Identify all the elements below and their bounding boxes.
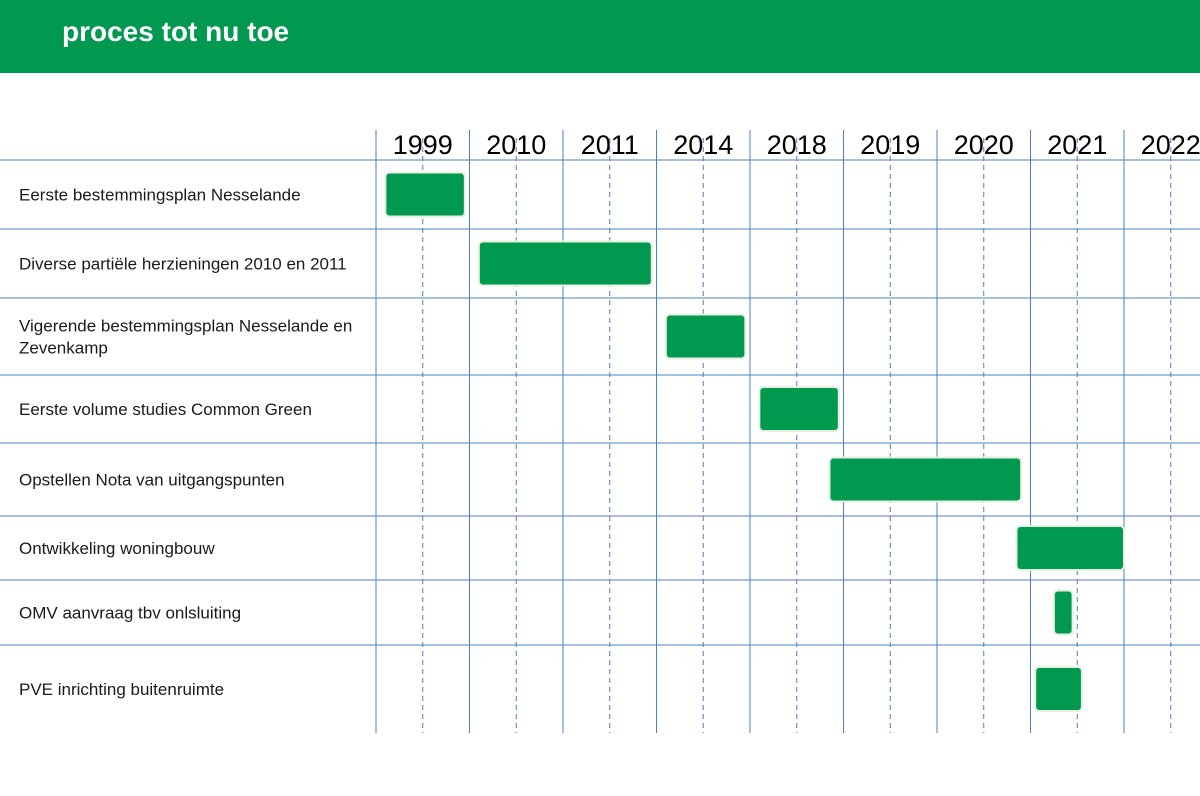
task-bar: [828, 456, 1023, 503]
task-label: Eerste bestemmingsplan Nesselande: [19, 186, 301, 205]
task-bar: [664, 313, 747, 360]
task-label: Diverse partiële herzieningen 2010 en 20…: [19, 255, 347, 274]
year-label: 2020: [954, 130, 1014, 160]
year-label: 1999: [393, 130, 453, 160]
year-label: 2010: [486, 130, 546, 160]
task-bar: [477, 240, 653, 287]
bar-layer: [384, 171, 1125, 712]
task-bar: [384, 171, 466, 218]
task-bar: [758, 386, 840, 432]
year-label: 2019: [860, 130, 920, 160]
year-label: 2018: [767, 130, 827, 160]
task-label: OMV aanvraag tbv onlsluiting: [19, 604, 241, 623]
task-label: Vigerende bestemmingsplan Nesselande en Z…: [19, 317, 352, 358]
task-label: Ontwikkeling woningbouw: [19, 539, 215, 558]
task-bar: [1052, 589, 1074, 636]
task-bar: [1015, 525, 1125, 571]
task-bar: [1034, 666, 1083, 712]
year-label: 2021: [1047, 130, 1107, 160]
year-label: 2022: [1141, 130, 1200, 160]
year-label: 2014: [673, 130, 733, 160]
header-bar: proces tot nu toe: [0, 0, 1200, 73]
task-label-layer: Eerste bestemmingsplan Nesselande Diverse…: [19, 186, 352, 700]
task-label: Eerste volume studies Common Green: [19, 400, 312, 419]
year-label: 2011: [581, 130, 639, 160]
page-title: proces tot nu toe: [62, 16, 290, 47]
year-header-layer: 1999 2010 2011 2014 2018 2019 2020 2021 2022: [393, 130, 1200, 160]
task-label: PVE inrichting buitenruimte: [19, 680, 224, 699]
task-label: Opstellen Nota van uitgangspunten: [19, 471, 285, 490]
grid-layer: [0, 130, 1200, 733]
